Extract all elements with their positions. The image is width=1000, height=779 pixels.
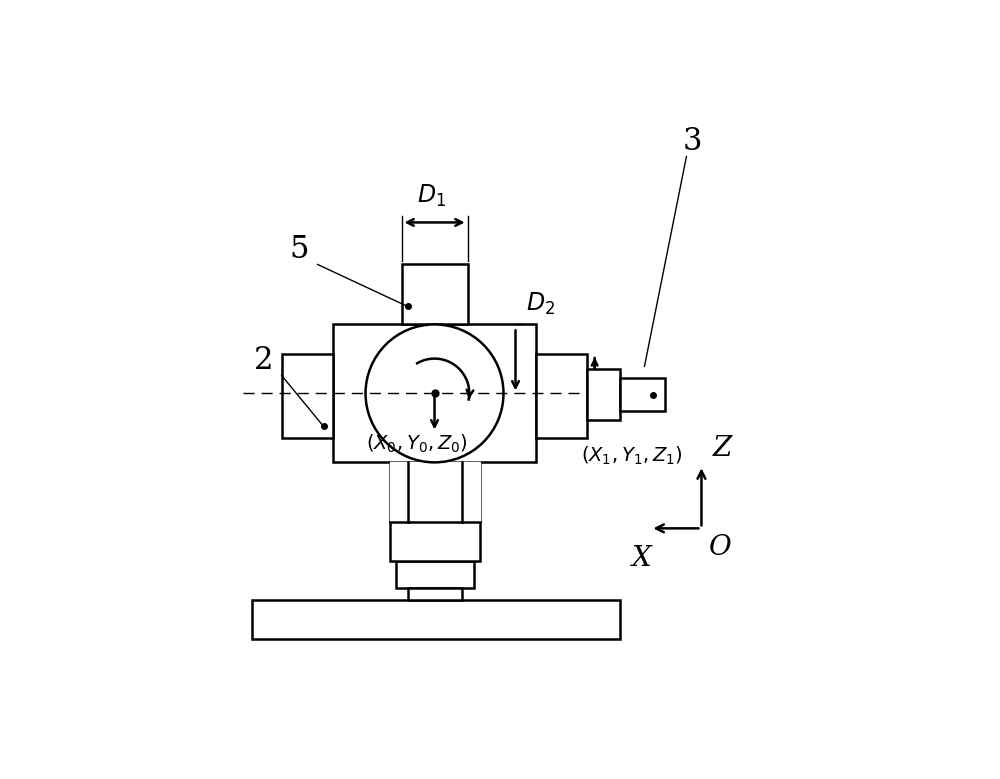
Text: $D_2$: $D_2$ xyxy=(526,291,555,317)
Text: Z: Z xyxy=(712,435,731,463)
Bar xyxy=(536,354,587,439)
Bar xyxy=(402,264,468,324)
Text: 2: 2 xyxy=(254,345,273,376)
Bar xyxy=(252,601,620,640)
Bar xyxy=(282,354,333,439)
Circle shape xyxy=(366,324,504,463)
Bar xyxy=(396,562,474,588)
Text: 3: 3 xyxy=(683,126,702,157)
Polygon shape xyxy=(390,463,408,523)
Text: $D_1$: $D_1$ xyxy=(417,183,446,210)
Bar xyxy=(390,463,480,562)
Polygon shape xyxy=(408,463,462,523)
Text: X: X xyxy=(632,545,651,572)
Bar xyxy=(587,369,620,421)
Polygon shape xyxy=(462,463,480,523)
Text: $(X_1,Y_1,Z_1)$: $(X_1,Y_1,Z_1)$ xyxy=(581,444,683,467)
Text: O: O xyxy=(709,534,731,562)
Bar xyxy=(620,379,665,411)
Text: $(X_0,Y_0,Z_0)$: $(X_0,Y_0,Z_0)$ xyxy=(366,432,467,455)
Bar xyxy=(408,588,462,601)
Bar xyxy=(333,324,536,463)
Text: 5: 5 xyxy=(290,234,309,265)
